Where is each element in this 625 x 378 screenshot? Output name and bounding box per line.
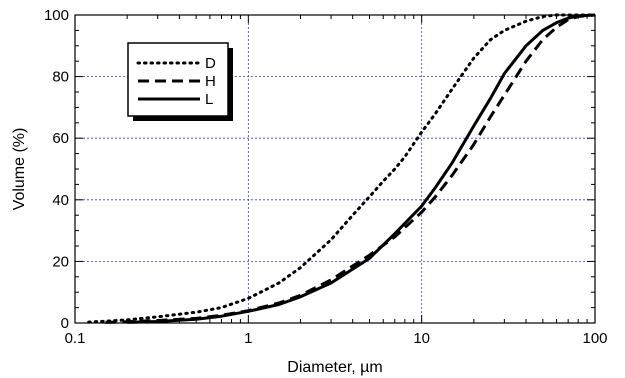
x-tick-label: 10 <box>413 330 430 347</box>
y-tick-label: 60 <box>52 130 69 147</box>
x-tick-label: 1 <box>244 330 252 347</box>
x-tick-label: 0.1 <box>65 330 86 347</box>
x-tick-label: 100 <box>582 330 607 347</box>
x-tick-labels: 0.1 1 10 100 <box>65 330 608 347</box>
y-axis-title: Volume (%) <box>11 128 28 211</box>
legend-label-d: D <box>205 55 216 72</box>
y-tick-label: 20 <box>52 253 69 270</box>
series-l-line <box>127 13 596 324</box>
y-tick-label: 40 <box>52 192 69 209</box>
grid <box>75 15 595 323</box>
y-tick-label: 100 <box>44 7 69 24</box>
y-tick-label: 0 <box>61 315 69 332</box>
ticks <box>74 14 595 324</box>
legend-label-h: H <box>205 73 216 90</box>
series-d-line <box>87 13 597 324</box>
legend: DHL <box>127 42 233 121</box>
legend-label-l: L <box>205 91 213 108</box>
y-tick-label: 80 <box>52 69 69 86</box>
series-layer <box>87 13 597 324</box>
y-tick-labels: 0 20 40 60 80 100 <box>44 7 69 332</box>
x-axis-title: Diameter, µm <box>287 359 382 376</box>
